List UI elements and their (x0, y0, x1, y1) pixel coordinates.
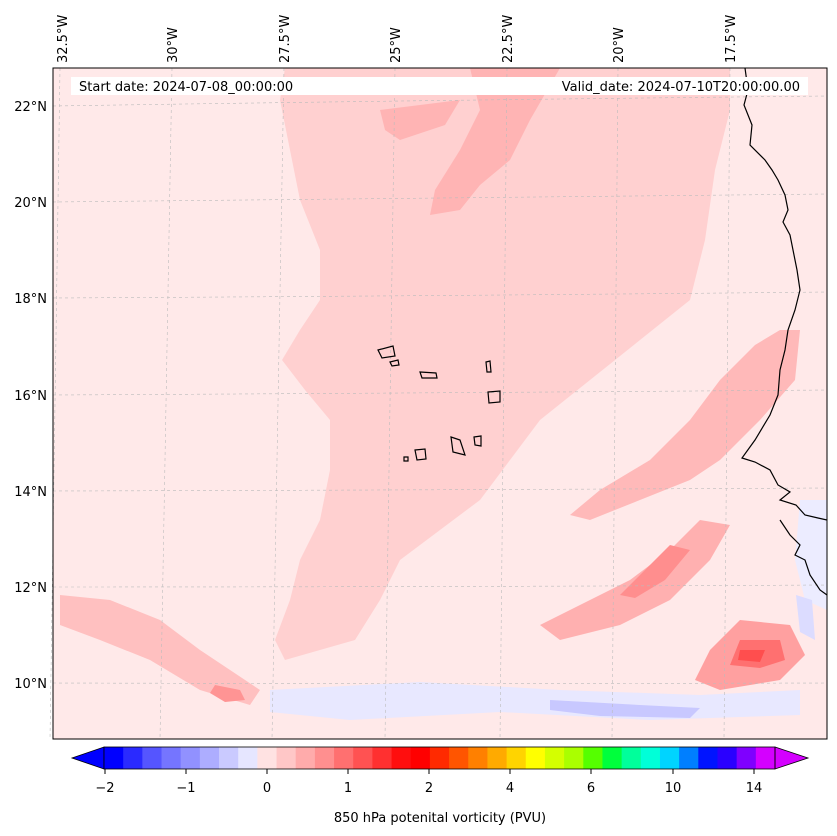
colorbar-cell (717, 747, 738, 769)
colorbar-cell (621, 747, 642, 769)
colorbar-cell (314, 747, 335, 769)
colorbar-label: 850 hPa potenital vorticity (PVU) (334, 811, 546, 826)
colorbar-cell (123, 747, 143, 769)
colorbar-cell (679, 747, 699, 769)
lon-label: 20°W (612, 27, 627, 63)
latitude-labels: 22°N 20°N 18°N 16°N 14°N 12°N 10°N (14, 100, 47, 692)
lon-label: 30°W (166, 27, 181, 63)
colorbar-tick-label: 4 (506, 781, 514, 796)
lat-label: 12°N (14, 581, 47, 596)
coastlines (377, 68, 827, 596)
lon-label: 17.5°W (724, 15, 739, 63)
colorbar-cell (334, 747, 354, 769)
pv-negative-core (550, 700, 700, 718)
colorbar-cell (410, 747, 431, 769)
colorbar-cell (295, 747, 316, 769)
colorbar-cell (372, 747, 393, 769)
colorbar-cell (698, 747, 718, 769)
colorbar-cell (736, 747, 757, 769)
colorbar-tick-label: 10 (665, 781, 682, 796)
map-frame (52, 67, 828, 740)
colorbar-cell (391, 747, 412, 769)
colorbar-extend-high (774, 746, 810, 770)
colorbar-cell (468, 747, 488, 769)
lat-label: 14°N (14, 485, 47, 500)
pv-contour-fields (60, 68, 827, 720)
colorbar-cell (429, 747, 450, 769)
colorbar-cell (142, 747, 163, 769)
colorbar-cell (487, 747, 508, 769)
colorbar-cell (564, 747, 584, 769)
colorbar-cell (161, 747, 182, 769)
colorbar: −2 −1 0 1 2 4 6 10 14 850 hPa potenital … (70, 746, 810, 826)
colorbar-cell (525, 747, 546, 769)
cape-verde-islands (377, 345, 501, 462)
colorbar-cell (583, 747, 603, 769)
colorbar-tick-label: 2 (425, 781, 433, 796)
pv-sw-band (60, 595, 260, 705)
lon-label: 25°W (389, 27, 404, 63)
africa-coastline (741, 68, 827, 521)
colorbar-tick-label: −1 (176, 781, 195, 796)
colorbar-cell (544, 747, 565, 769)
colorbar-cell (104, 747, 124, 769)
colorbar-cell (219, 747, 239, 769)
colorbar-cell (180, 747, 201, 769)
pv-core-se-max (738, 650, 765, 662)
colorbar-tick-label: 6 (587, 781, 595, 796)
colorbar-tick-label: 14 (746, 781, 763, 796)
pv-sw-core (210, 685, 245, 702)
pv-core-1 (620, 545, 690, 598)
pv-negative-east-2 (796, 595, 815, 640)
lat-label: 10°N (14, 677, 47, 692)
colorbar-cell (602, 747, 623, 769)
start-date-label: Start date: 2024-07-08_00:00:00 (79, 80, 293, 95)
colorbar-extend-low (70, 746, 105, 770)
colorbar-cell (276, 747, 297, 769)
lat-label: 18°N (14, 292, 47, 307)
colorbar-cell (199, 747, 220, 769)
lon-label: 32.5°W (56, 15, 71, 63)
colorbar-cell (353, 747, 373, 769)
lat-label: 16°N (14, 389, 47, 404)
pv-coastal-band (570, 330, 800, 520)
colorbar-frame (103, 746, 776, 770)
graticule (49, 67, 828, 740)
colorbar-cell (659, 747, 680, 769)
map-panel: Start date: 2024-07-08_00:00:00 Valid_da… (49, 67, 828, 740)
colorbar-cells (104, 747, 776, 769)
pv-streak-north (430, 68, 560, 215)
colorbar-tick-label: 1 (344, 781, 352, 796)
colorbar-cell (506, 747, 527, 769)
valid-date-label: Valid_date: 2024-07-10T20:00:00.00 (562, 80, 800, 95)
colorbar-cell (449, 747, 469, 769)
lat-label: 22°N (14, 100, 47, 115)
pv-negative-east (795, 500, 827, 610)
header-box (71, 77, 808, 95)
lon-label: 27.5°W (278, 15, 293, 63)
pv-streak-north-2 (380, 100, 460, 140)
colorbar-cell (640, 747, 661, 769)
lon-label: 22.5°W (501, 15, 516, 63)
colorbar-tick-label: −2 (95, 781, 114, 796)
colorbar-ticks (104, 769, 755, 774)
colorbar-tick-label: 0 (263, 781, 271, 796)
longitude-labels: 32.5°W 30°W 27.5°W 25°W 22.5°W 20°W 17.5… (56, 15, 739, 63)
senegambia-coast (779, 519, 827, 596)
lat-label: 20°N (14, 196, 47, 211)
pv-band-light (275, 68, 730, 660)
colorbar-cell (755, 747, 776, 769)
colorbar-cell (238, 747, 258, 769)
colorbar-cell (257, 747, 278, 769)
